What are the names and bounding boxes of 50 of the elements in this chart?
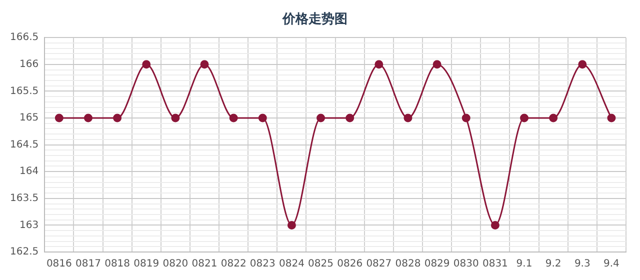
point: [607, 114, 616, 122]
y-tick-label: 165.5: [10, 86, 39, 97]
chart-title: 价格走势图: [282, 11, 348, 28]
point: [142, 60, 151, 69]
point: [520, 114, 529, 122]
y-tick-label: 163.5: [10, 192, 39, 204]
point: [490, 220, 500, 230]
point: [200, 60, 209, 69]
point: [374, 60, 384, 69]
x-tick-label: 0829: [424, 258, 450, 270]
x-tick-label: 0826: [337, 258, 363, 270]
x-tick-label: 9.4: [604, 258, 620, 270]
point: [287, 220, 296, 230]
x-tick-label: 0822: [220, 258, 246, 270]
x-tick-label: 9.1: [516, 258, 532, 270]
x-tick-label: 0820: [162, 258, 188, 270]
point: [462, 114, 470, 122]
x-tick-label: 0816: [46, 258, 72, 270]
x-tick-label: 0827: [366, 258, 392, 270]
x-tick-label: 0818: [104, 258, 130, 270]
point: [113, 114, 122, 122]
point: [549, 114, 558, 122]
y-tick-label: 165: [20, 112, 39, 124]
point: [171, 114, 180, 122]
x-tick-label: 9.3: [574, 258, 590, 270]
y-tick-label: 166: [20, 58, 39, 70]
x-tick-label: 0824: [278, 258, 304, 270]
y-tick-label: 162.5: [10, 246, 39, 258]
y-tick-label: 164: [20, 166, 39, 178]
x-tick-label: 0831: [482, 258, 508, 270]
point: [404, 114, 412, 122]
point: [258, 114, 267, 122]
y-tick-label: 164.5: [10, 139, 39, 150]
y-tick-label: 163: [20, 220, 39, 231]
x-tick-label: 0828: [395, 258, 421, 270]
x-tick-label: 9.2: [545, 258, 562, 270]
y-tick-label: 166.5: [10, 32, 39, 44]
point: [229, 114, 238, 122]
x-tick-label: 0821: [192, 258, 218, 270]
point: [346, 114, 354, 122]
x-tick-label: 0830: [453, 258, 479, 270]
x-tick-label: 0823: [250, 258, 276, 270]
point: [578, 60, 587, 69]
x-tick-label: 0825: [308, 258, 334, 270]
x-tick-label: 0819: [134, 258, 160, 270]
point: [54, 114, 64, 122]
x-tick-label: 0817: [76, 258, 101, 270]
point: [84, 114, 92, 122]
point: [432, 60, 442, 69]
point: [316, 114, 326, 122]
